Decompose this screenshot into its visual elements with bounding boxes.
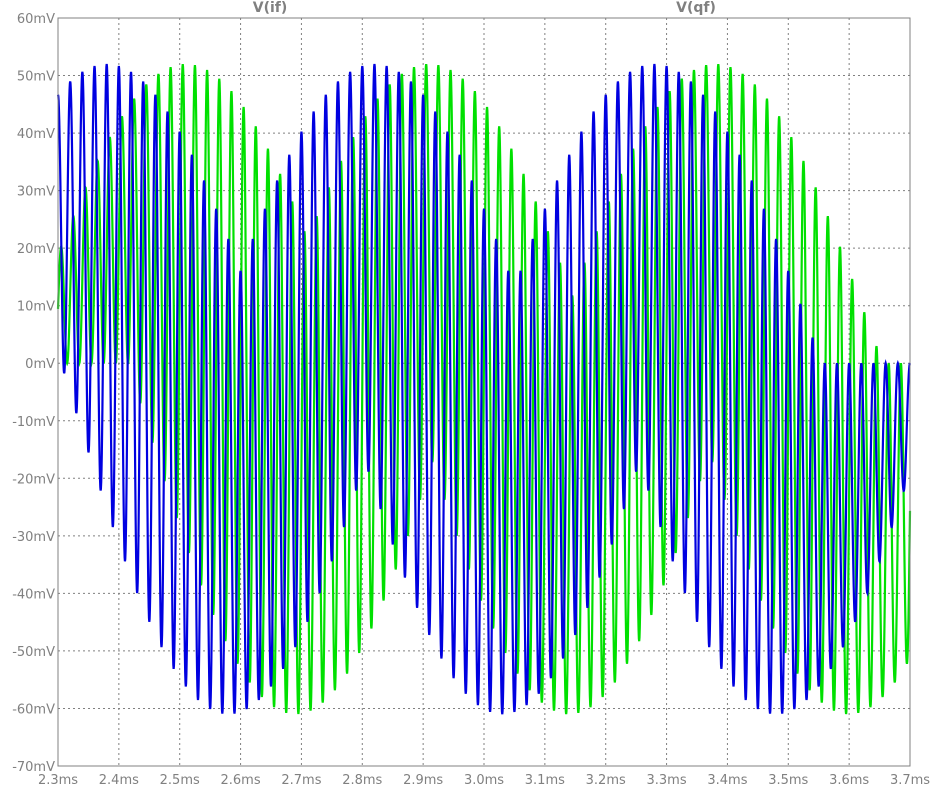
y-tick-label: 30mV xyxy=(17,185,55,200)
y-tick-label: 10mV xyxy=(17,300,55,315)
y-tick-label: 20mV xyxy=(17,242,55,257)
x-tick-label: 2.3ms xyxy=(38,773,78,788)
x-tick-label: 3.1ms xyxy=(525,773,565,788)
x-tick-label: 3.7ms xyxy=(890,773,930,788)
legend-label-vif: V(if) xyxy=(253,0,288,16)
x-tick-label: 2.4ms xyxy=(99,773,139,788)
x-tick-label: 3.2ms xyxy=(586,773,626,788)
y-tick-label: 60mV xyxy=(17,12,55,27)
x-tick-label: 2.7ms xyxy=(281,773,321,788)
legend: V(if) V(qf) xyxy=(253,0,716,16)
x-tick-label: 2.6ms xyxy=(221,773,261,788)
y-tick-label: 0mV xyxy=(25,357,55,372)
x-tick-label: 3.3ms xyxy=(647,773,687,788)
x-tick-label: 3.5ms xyxy=(768,773,808,788)
y-tick-label: 40mV xyxy=(17,127,55,142)
legend-label-vqf: V(qf) xyxy=(676,0,716,16)
x-axis-tick-labels: 2.3ms 2.4ms 2.5ms 2.6ms 2.7ms 2.8ms 2.9ms 3.0ms… xyxy=(38,773,930,788)
x-tick-label: 2.8ms xyxy=(342,773,382,788)
y-tick-label: 50mV xyxy=(17,70,55,85)
series-traces xyxy=(56,63,912,715)
series-line-vqf xyxy=(56,63,912,715)
y-tick-label: -60mV xyxy=(12,702,55,717)
x-tick-label: 3.6ms xyxy=(829,773,869,788)
y-tick-label: -50mV xyxy=(12,645,55,660)
x-tick-label: 3.4ms xyxy=(707,773,747,788)
x-tick-label: 2.5ms xyxy=(160,773,200,788)
y-tick-label: -30mV xyxy=(12,530,55,545)
x-tick-label: 3.0ms xyxy=(464,773,504,788)
y-tick-label: -40mV xyxy=(12,587,55,602)
y-tick-label: -70mV xyxy=(12,760,55,775)
y-axis-tick-labels: 60mV 50mV 40mV 30mV 20mV 10mV 0mV -10mV -20mV -30… xyxy=(12,12,55,775)
y-tick-label: -10mV xyxy=(12,415,55,430)
y-tick-label: -20mV xyxy=(12,472,55,487)
plot-frame xyxy=(57,17,911,767)
x-tick-label: 2.9ms xyxy=(403,773,443,788)
